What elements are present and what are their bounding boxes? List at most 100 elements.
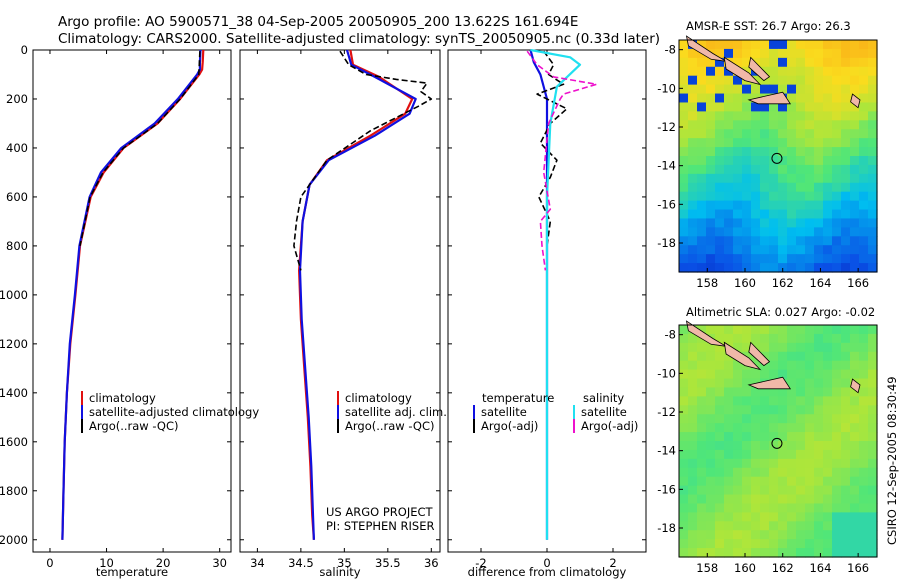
map-cell (697, 191, 707, 202)
map-cell (841, 75, 851, 86)
map-cell (760, 432, 770, 442)
map-cell (706, 254, 716, 264)
map-cell (832, 40, 842, 50)
map-cell (715, 405, 725, 415)
map-cell (724, 75, 734, 86)
map-cell (859, 48, 869, 59)
map-cell (778, 129, 788, 139)
map-cell (850, 530, 860, 540)
map-cell (832, 48, 842, 59)
map-cell (742, 333, 752, 344)
map-cell (769, 458, 779, 469)
map-cell (859, 191, 869, 202)
legend-label: Argo(..raw -QC) (89, 419, 179, 433)
map-cell (724, 521, 734, 531)
map-cell (715, 66, 725, 77)
map-cell (796, 369, 806, 380)
x-tick-label: 34.5 (288, 556, 314, 570)
map-cell (679, 351, 689, 362)
map-cell (787, 378, 797, 389)
map-cell (796, 218, 806, 228)
map-cell (787, 485, 797, 496)
map-cell (760, 405, 770, 415)
map-cell (859, 476, 869, 487)
map-cell (724, 254, 734, 264)
y-tick-label: 600 (6, 190, 28, 204)
map-cell (688, 360, 698, 371)
map-cell (868, 263, 878, 273)
map-cell (742, 378, 752, 389)
map-cell (679, 191, 689, 202)
map-cell (841, 209, 851, 220)
x-tick-label: 160 (734, 276, 756, 290)
legend-header-salinity: salinity (583, 391, 624, 405)
map-cell (733, 209, 743, 220)
map-cell (823, 449, 833, 460)
map-frame (678, 324, 878, 558)
map-cell (760, 521, 770, 531)
map-cell (796, 521, 806, 531)
map-cell (805, 191, 815, 202)
map-cell (769, 548, 779, 558)
map-cell (697, 521, 707, 531)
map-cell (733, 173, 743, 184)
map-cell (805, 156, 815, 166)
map-cell (841, 40, 851, 50)
map-cell (706, 164, 716, 175)
map-cell (760, 396, 770, 406)
map-cell (814, 227, 824, 237)
map-cell (715, 200, 725, 211)
map-cell (715, 191, 725, 202)
map-cell (760, 369, 770, 380)
map-cell (769, 333, 779, 344)
map-cell (832, 458, 842, 469)
map-cell (796, 548, 806, 558)
map-cell (823, 476, 833, 487)
series-line-salinity-satellite (530, 48, 582, 540)
map-cell (742, 396, 752, 406)
map-cell (787, 120, 797, 130)
map-cell (751, 40, 761, 50)
map-cell (778, 48, 788, 59)
map-cell (778, 342, 788, 353)
map-cell (805, 245, 815, 255)
map-cell (751, 84, 761, 95)
map-cell (724, 503, 734, 513)
legend-label: satellite-adjusted climatology (89, 405, 259, 419)
map-cell (742, 414, 752, 424)
map-cell (724, 414, 734, 424)
map-cell (796, 476, 806, 487)
map-cell (796, 147, 806, 157)
series-line-satellite-adj-clim- (298, 49, 417, 540)
map-cell (742, 93, 752, 104)
map-cell (868, 342, 878, 353)
map-cell (751, 48, 761, 59)
map-cell (805, 57, 815, 68)
salinity-legend: climatology satellite adj. clim. Argo(..… (337, 391, 447, 433)
map-cell (751, 405, 761, 415)
map-cell (688, 129, 698, 139)
map-cell (697, 129, 707, 139)
map-cell (832, 548, 842, 558)
map-cell (832, 405, 842, 415)
map-cell (868, 191, 878, 202)
map-cell (823, 93, 833, 104)
y-tick-label: -10 (657, 81, 676, 95)
map-cell (814, 93, 824, 104)
map-cell (715, 48, 725, 59)
map-cell (868, 200, 878, 211)
map-cell (841, 111, 851, 121)
map-cell (814, 75, 824, 86)
map-cell (850, 48, 860, 59)
map-cell (724, 325, 734, 335)
map-cell (679, 360, 689, 371)
map-cell (697, 476, 707, 487)
map-cell (706, 485, 716, 496)
map-cell (733, 396, 743, 406)
map-cell (796, 93, 806, 104)
map-cell (688, 84, 698, 95)
map-cell (850, 441, 860, 451)
map-cell (706, 102, 716, 112)
map-cell (769, 84, 779, 95)
map-cell (832, 254, 842, 264)
